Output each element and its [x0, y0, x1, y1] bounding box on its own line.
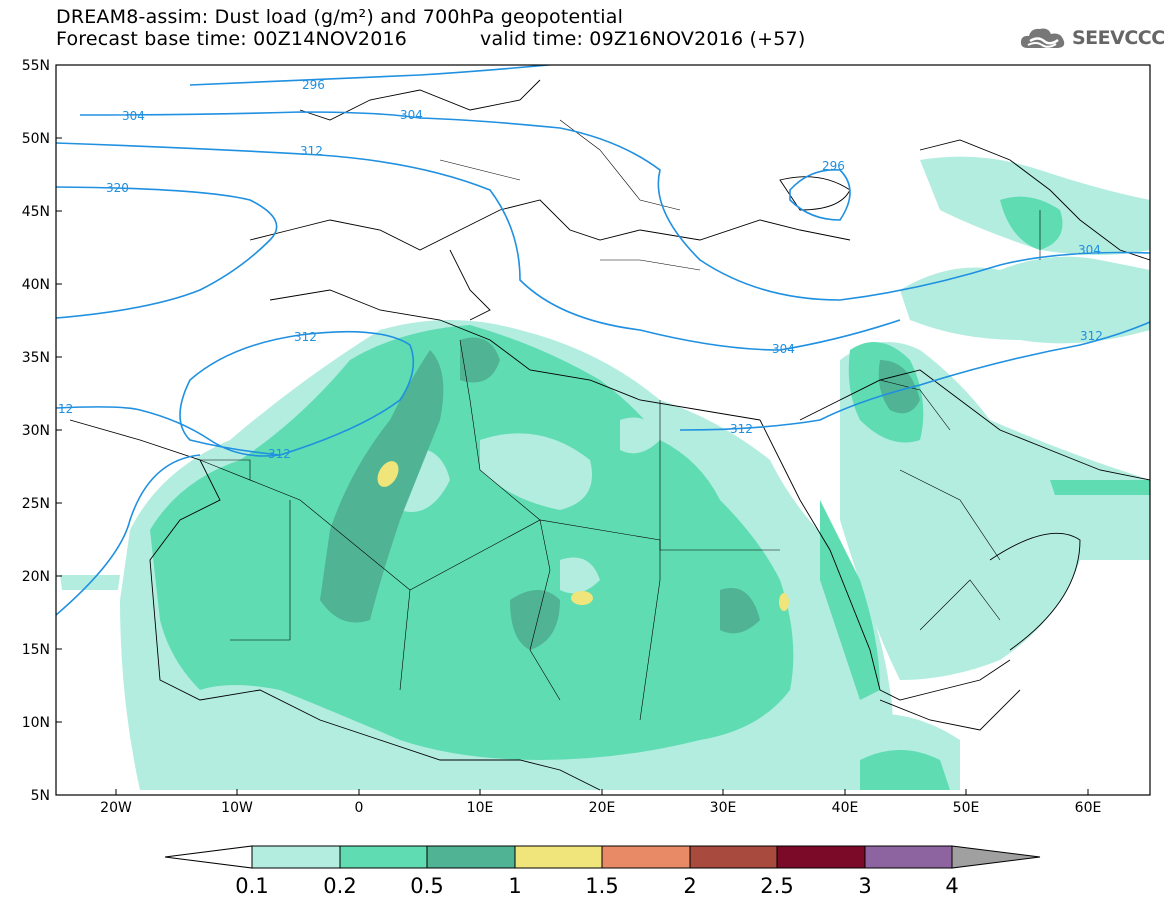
logo-text: SEEVCCC — [1072, 27, 1165, 49]
colorbar-label-3: 3 — [858, 874, 871, 898]
lat-label-30n: 30N — [22, 423, 50, 439]
contour-label-304-b: 304 — [400, 108, 423, 122]
dust-shading — [60, 156, 1150, 790]
dust-level-1-holes — [400, 417, 660, 594]
lon-label-30e: 30E — [710, 800, 737, 816]
longitude-labels: 20W 10W 0 10E 20E 30E 40E 50E 60E — [100, 800, 1101, 816]
colorbar-left-arrow — [164, 845, 253, 869]
colorbar-segment-1 — [251, 845, 341, 869]
colorbar-segment-4 — [514, 845, 603, 869]
contour-label-312-d: 312 — [730, 422, 753, 436]
seevccc-logo: SEEVCCC — [1018, 24, 1165, 52]
contour-label-320: 320 — [106, 181, 129, 195]
colorbar-label-4: 4 — [945, 874, 958, 898]
colorbar-label-2: 2 — [683, 874, 696, 898]
contour-label-312-e: 312 — [268, 447, 291, 461]
contour-label-304-d: 304 — [772, 342, 795, 356]
colorbar-segment-3 — [426, 845, 516, 869]
contour-labels: 296 304 304 312 320 296 304 312 312 12 3… — [58, 78, 1103, 461]
contour-label-296-a: 296 — [302, 78, 325, 92]
lat-label-25n: 25N — [22, 496, 50, 512]
contour-label-312-b: 312 — [294, 330, 317, 344]
colorbar-label-0-5: 0.5 — [410, 874, 443, 898]
lat-label-40n: 40N — [22, 277, 50, 293]
lon-label-50e: 50E — [953, 800, 980, 816]
coastlines — [69, 79, 1150, 791]
colorbar-label-1: 1 — [508, 874, 521, 898]
colorbar-segment-7 — [776, 845, 866, 869]
lat-label-55n: 55N — [22, 58, 50, 74]
lat-label-45n: 45N — [22, 204, 50, 220]
lat-label-15n: 15N — [22, 642, 50, 658]
lon-label-60e: 60E — [1075, 800, 1102, 816]
colorbar: 0.1 0.2 0.5 1 1.5 2 2.5 3 4 — [164, 845, 1041, 898]
contour-label-304-a: 304 — [122, 109, 145, 123]
lat-label-35n: 35N — [22, 350, 50, 366]
contour-label-12: 12 — [58, 402, 73, 416]
axis-ticks — [56, 64, 1089, 796]
colorbar-segment-5 — [601, 845, 691, 869]
lat-label-50n: 50N — [22, 131, 50, 147]
map-title: DREAM8-assim: Dust load (g/m²) and 700hP… — [56, 6, 624, 28]
lon-label-20w: 20W — [100, 800, 132, 816]
colorbar-segment-2 — [339, 845, 428, 869]
colorbar-label-2-5: 2.5 — [760, 874, 793, 898]
valid-time: valid time: 09Z16NOV2016 (+57) — [480, 28, 806, 50]
lon-label-20e: 20E — [589, 800, 616, 816]
contour-label-312-c: 312 — [1080, 329, 1103, 343]
contour-label-312-a: 312 — [300, 144, 323, 158]
colorbar-segment-8 — [864, 845, 953, 869]
contour-label-304-c: 304 — [1078, 243, 1101, 257]
colorbar-label-1-5: 1.5 — [585, 874, 618, 898]
dust-level-4 — [377, 461, 789, 611]
colorbar-right-arrow — [951, 845, 1041, 869]
contour-label-296-b: 296 — [822, 159, 845, 173]
lon-label-10e: 10E — [467, 800, 494, 816]
lat-label-20n: 20N — [22, 569, 50, 585]
lon-label-10w: 10W — [221, 800, 253, 816]
lon-label-0: 0 — [355, 800, 364, 816]
lon-label-40e: 40E — [832, 800, 859, 816]
lat-label-10n: 10N — [22, 715, 50, 731]
country-borders — [199, 119, 1041, 721]
forecast-base-time: Forecast base time: 00Z14NOV2016 — [56, 28, 408, 50]
colorbar-label-0-2: 0.2 — [323, 874, 356, 898]
cloud-icon — [1020, 28, 1065, 48]
lat-label-5n: 5N — [31, 788, 50, 804]
colorbar-label-0-1: 0.1 — [235, 874, 268, 898]
geopotential-contours — [56, 65, 1150, 616]
colorbar-segment-6 — [689, 845, 778, 869]
latitude-labels: 55N 50N 45N 40N 35N 30N 25N 20N 15N 10N … — [22, 58, 50, 804]
